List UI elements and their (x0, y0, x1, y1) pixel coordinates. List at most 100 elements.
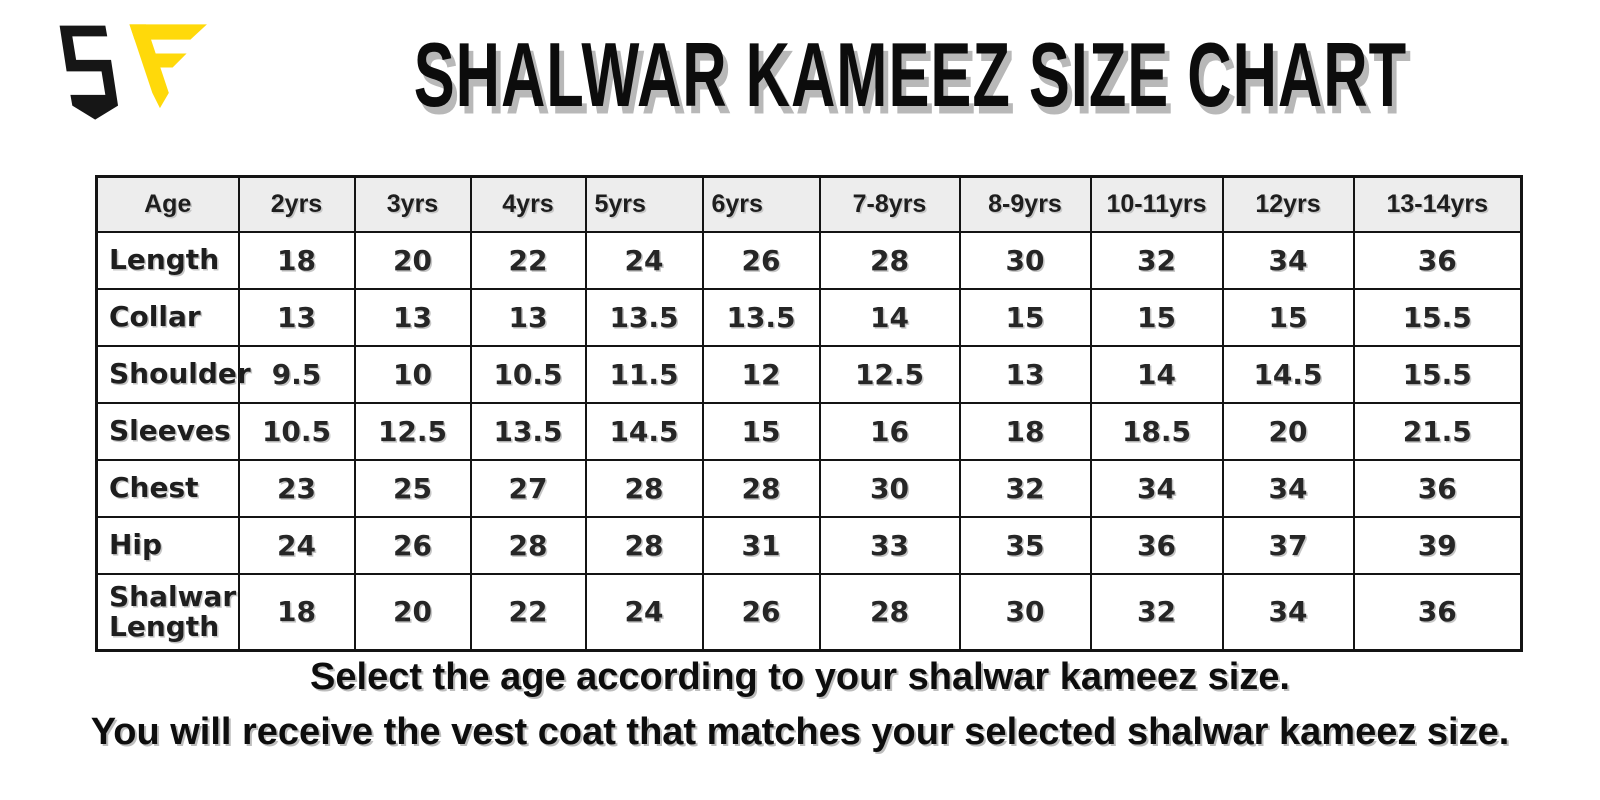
table-cell: 28 (818, 230, 961, 290)
table-cell: 15.5 (1352, 287, 1523, 347)
table-row: Shoulder 9.5 10 10.5 11.5 12 12.5 13 14 14.5 15.5 (95, 344, 1523, 404)
table-cell: 34 (1089, 458, 1224, 518)
table-cell: 33 (818, 515, 961, 575)
column-header: 12yrs (1221, 175, 1355, 233)
table-row: Length 18 20 22 24 26 28 30 32 34 36 (95, 230, 1523, 290)
table-cell: 28 (818, 572, 961, 652)
table-cell: 36 (1352, 572, 1523, 652)
table-row: Sleeves 10.5 12.5 13.5 14.5 15 16 18 18.5 20 21.5 (95, 401, 1523, 461)
table-cell: 12.5 (818, 344, 961, 404)
column-header: 4yrs (469, 175, 587, 233)
footer-notes: Select the age according to your shalwar… (0, 650, 1600, 760)
table-cell: 34 (1221, 230, 1355, 290)
column-header: 5yrs (584, 175, 704, 233)
table-cell: 28 (469, 515, 587, 575)
row-label: Shalwar Length (95, 572, 240, 652)
table-cell: 20 (353, 230, 472, 290)
table-cell: 12 (701, 344, 821, 404)
table-cell: 15 (1221, 287, 1355, 347)
table-cell: 24 (584, 572, 704, 652)
table-cell: 34 (1221, 572, 1355, 652)
table-cell: 14 (818, 287, 961, 347)
table-cell: 20 (1221, 401, 1355, 461)
sf-monogram-icon (59, 24, 207, 120)
table-cell: 34 (1221, 458, 1355, 518)
table-cell: 13 (958, 344, 1092, 404)
table-cell: 26 (701, 230, 821, 290)
table-cell: 13 (353, 287, 472, 347)
brand-logo (52, 18, 212, 136)
table-row: Shalwar Length 18 20 22 24 26 28 30 32 34 36 (95, 572, 1523, 652)
table-cell: 22 (469, 230, 587, 290)
row-label: Collar (95, 287, 240, 347)
table-cell: 24 (237, 515, 356, 575)
table-cell: 13.5 (469, 401, 587, 461)
table-cell: 14.5 (1221, 344, 1355, 404)
row-label: Sleeves (95, 401, 240, 461)
table-cell: 13 (469, 287, 587, 347)
table-cell: 36 (1352, 230, 1523, 290)
column-header: 6yrs (701, 175, 821, 233)
table-cell: 32 (1089, 572, 1224, 652)
table-cell: 28 (584, 458, 704, 518)
table-cell: 39 (1352, 515, 1523, 575)
table-cell: 15.5 (1352, 344, 1523, 404)
table-cell: 30 (958, 230, 1092, 290)
row-label: Chest (95, 458, 240, 518)
footer-note-1: Select the age according to your shalwar… (310, 656, 1290, 698)
table-cell: 10 (353, 344, 472, 404)
table-row: Collar 13 13 13 13.5 13.5 14 15 15 15 15.5 (95, 287, 1523, 347)
table-cell: 14 (1089, 344, 1224, 404)
table-cell: 25 (353, 458, 472, 518)
table-cell: 13.5 (584, 287, 704, 347)
column-header: 3yrs (353, 175, 472, 233)
table-cell: 13 (237, 287, 356, 347)
table-cell: 32 (958, 458, 1092, 518)
table-cell: 14.5 (584, 401, 704, 461)
table-cell: 18 (958, 401, 1092, 461)
column-header: 13-14yrs (1352, 175, 1523, 233)
table-cell: 32 (1089, 230, 1224, 290)
row-label: Length (95, 230, 240, 290)
table-cell: 31 (701, 515, 821, 575)
table-cell: 18 (237, 572, 356, 652)
table-cell: 10.5 (469, 344, 587, 404)
table-cell: 16 (818, 401, 961, 461)
table-cell: 11.5 (584, 344, 704, 404)
table-cell: 37 (1221, 515, 1355, 575)
column-header: 7-8yrs (818, 175, 961, 233)
table-cell: 9.5 (237, 344, 356, 404)
table-cell: 22 (469, 572, 587, 652)
table-cell: 28 (584, 515, 704, 575)
column-header-age: Age (95, 175, 240, 233)
page-title: SHALWAR KAMEEZ SIZE CHART (413, 23, 1407, 127)
table-row: Chest 23 25 27 28 28 30 32 34 34 36 (95, 458, 1523, 518)
table-cell: 36 (1089, 515, 1224, 575)
size-chart-table: Age 2yrs 3yrs 4yrs 5yrs 6yrs 7-8yrs 8-9yrs 10-11… (95, 175, 1523, 652)
table-cell: 24 (584, 230, 704, 290)
table-cell: 28 (701, 458, 821, 518)
table-cell: 10.5 (237, 401, 356, 461)
footer-note-2: You will receive the vest coat that matc… (90, 711, 1510, 753)
table-cell: 15 (1089, 287, 1224, 347)
row-label: Shoulder (95, 344, 251, 404)
table-cell: 27 (469, 458, 587, 518)
table-cell: 13.5 (701, 287, 821, 347)
table-row: Hip 24 26 28 28 31 33 35 36 37 39 (95, 515, 1523, 575)
table-cell: 21.5 (1352, 401, 1523, 461)
table-cell: 18.5 (1089, 401, 1224, 461)
column-header: 8-9yrs (958, 175, 1092, 233)
table-header-row: Age 2yrs 3yrs 4yrs 5yrs 6yrs 7-8yrs 8-9yrs 10-11… (95, 175, 1523, 233)
table-cell: 23 (237, 458, 356, 518)
column-header: 2yrs (237, 175, 356, 233)
table-cell: 18 (237, 230, 356, 290)
table-cell: 26 (701, 572, 821, 652)
row-label: Hip (95, 515, 240, 575)
table-cell: 15 (958, 287, 1092, 347)
column-header: 10-11yrs (1089, 175, 1224, 233)
table-body: Length 18 20 22 24 26 28 30 32 34 36 Collar 13 13 13 13… (95, 230, 1523, 652)
table-cell: 15 (701, 401, 821, 461)
table-cell: 12.5 (353, 401, 472, 461)
table-cell: 20 (353, 572, 472, 652)
table-cell: 36 (1352, 458, 1523, 518)
